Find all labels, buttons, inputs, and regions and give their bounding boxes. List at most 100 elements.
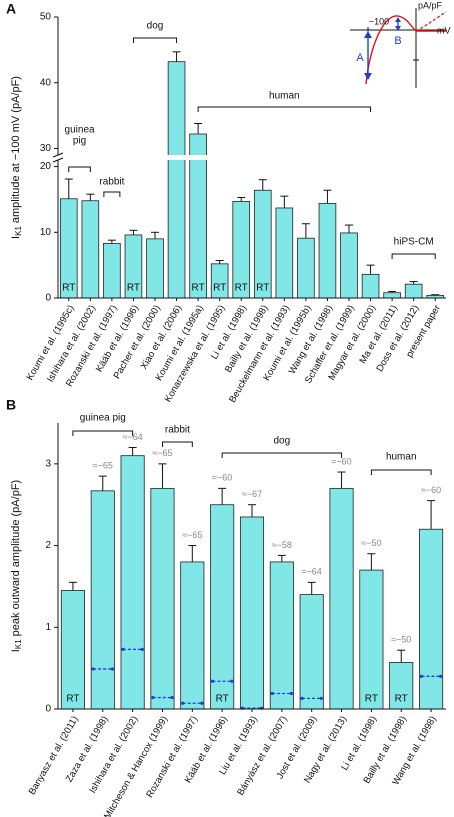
group-label: rabbit <box>165 425 190 436</box>
bar <box>361 273 380 299</box>
bar <box>239 516 265 710</box>
bar <box>81 200 100 299</box>
panel-letter: B <box>6 397 16 413</box>
marker-end <box>230 679 234 683</box>
group-bracket <box>370 469 432 475</box>
y-label-symbol: I <box>10 236 22 239</box>
peak-label: ≈−58 <box>272 540 292 550</box>
marker-end <box>91 667 95 671</box>
bar <box>318 202 337 299</box>
group-label: dog <box>147 21 164 32</box>
peak-label: ≈−50 <box>361 538 381 548</box>
y-tick-label: 50 <box>40 12 52 23</box>
bar <box>299 594 324 710</box>
group-bracket <box>161 441 193 447</box>
marker-end <box>419 674 424 678</box>
marker-end <box>439 674 443 678</box>
inset-label: mV <box>437 25 451 35</box>
group-label: rabbit <box>99 177 124 188</box>
bar <box>60 590 85 710</box>
marker-end <box>181 701 185 705</box>
y-tick-label: 2 <box>45 540 51 551</box>
inset-curve <box>365 15 446 85</box>
peak-label: ≈−50 <box>391 635 411 645</box>
bar <box>180 561 205 710</box>
bar <box>383 292 401 299</box>
y-label-symbol: I <box>10 649 22 652</box>
bar <box>167 61 186 299</box>
marker-end <box>270 691 274 696</box>
group-bracket <box>72 430 134 436</box>
y-tick-label: 3 <box>45 458 51 469</box>
inset-label: −100 <box>369 16 389 26</box>
axis-break-gap <box>58 155 447 160</box>
bar <box>269 561 294 710</box>
marker-end <box>210 679 215 683</box>
bar-label: RT <box>213 283 226 294</box>
bar <box>103 243 121 299</box>
marker-end <box>140 647 144 651</box>
marker-end <box>319 696 323 700</box>
bar-label: RT <box>365 694 378 705</box>
marker-end <box>289 691 294 696</box>
peak-label: ≈−60 <box>421 485 441 495</box>
group-bracket <box>103 191 121 197</box>
y-axis-label: IK1 amplitude at −100 mV (pA/pF) <box>10 76 23 239</box>
bar <box>329 487 354 710</box>
bar-label: RT <box>192 283 205 294</box>
marker-end <box>200 701 204 705</box>
bar <box>297 237 315 299</box>
bar <box>120 455 145 710</box>
marker-end <box>121 647 125 651</box>
group-label: pig <box>73 136 86 147</box>
group-label: hiPS-CM <box>394 237 434 248</box>
bar <box>275 207 294 299</box>
bar <box>340 232 358 299</box>
inset: −100 pA/pF mV A B <box>350 0 451 88</box>
peak-label: ≈−64 <box>302 567 322 577</box>
marker-end <box>110 667 115 671</box>
peak-label: ≈−65 <box>152 448 172 458</box>
bar <box>150 487 175 710</box>
bar-label: RT <box>216 694 229 705</box>
bar-label: RT <box>127 283 140 294</box>
panel-letter: A <box>6 1 16 17</box>
y-label-subscript: K1 <box>14 639 23 649</box>
bar <box>359 569 384 710</box>
axis-break-mark <box>52 152 64 158</box>
marker-end <box>170 695 174 700</box>
y-tick-label: 40 <box>40 77 52 88</box>
bar <box>210 504 235 710</box>
bar-label: RT <box>256 283 269 294</box>
bar-label: RT <box>235 283 248 294</box>
y-tick-label: 20 <box>40 161 52 172</box>
y-label-subscript: K1 <box>14 226 23 236</box>
bar-label: RT <box>66 694 79 705</box>
inset-label: B <box>394 35 401 47</box>
group-label: dog <box>274 436 291 447</box>
bar <box>419 528 444 710</box>
y-tick-label: 10 <box>40 227 52 238</box>
bar-label: RT <box>395 694 408 705</box>
y-tick-label: 1 <box>45 622 51 633</box>
y-tick-label: 0 <box>45 704 51 715</box>
peak-label: ≈−67 <box>242 489 262 499</box>
group-label: human <box>269 91 300 102</box>
marker-end <box>300 696 304 700</box>
group-bracket <box>391 253 436 259</box>
group-label: guinea pig <box>80 413 126 424</box>
y-tick-label: 0 <box>45 293 51 304</box>
group-label: guinea <box>65 125 95 136</box>
bar-label: RT <box>62 283 75 294</box>
peak-label: ≈−60 <box>212 473 232 483</box>
y-axis-label: IK1 peak outward amplitude (pA/pF) <box>10 480 23 652</box>
peak-label: ≈−60 <box>331 456 351 466</box>
inset-label: A <box>356 52 364 64</box>
group-bracket <box>197 106 372 112</box>
inset-label: pA/pF <box>418 0 443 10</box>
y-label-text: peak outward amplitude (pA/pF) <box>10 480 22 637</box>
group-bracket <box>132 37 178 43</box>
bar <box>146 238 164 299</box>
group-bracket <box>68 166 91 172</box>
